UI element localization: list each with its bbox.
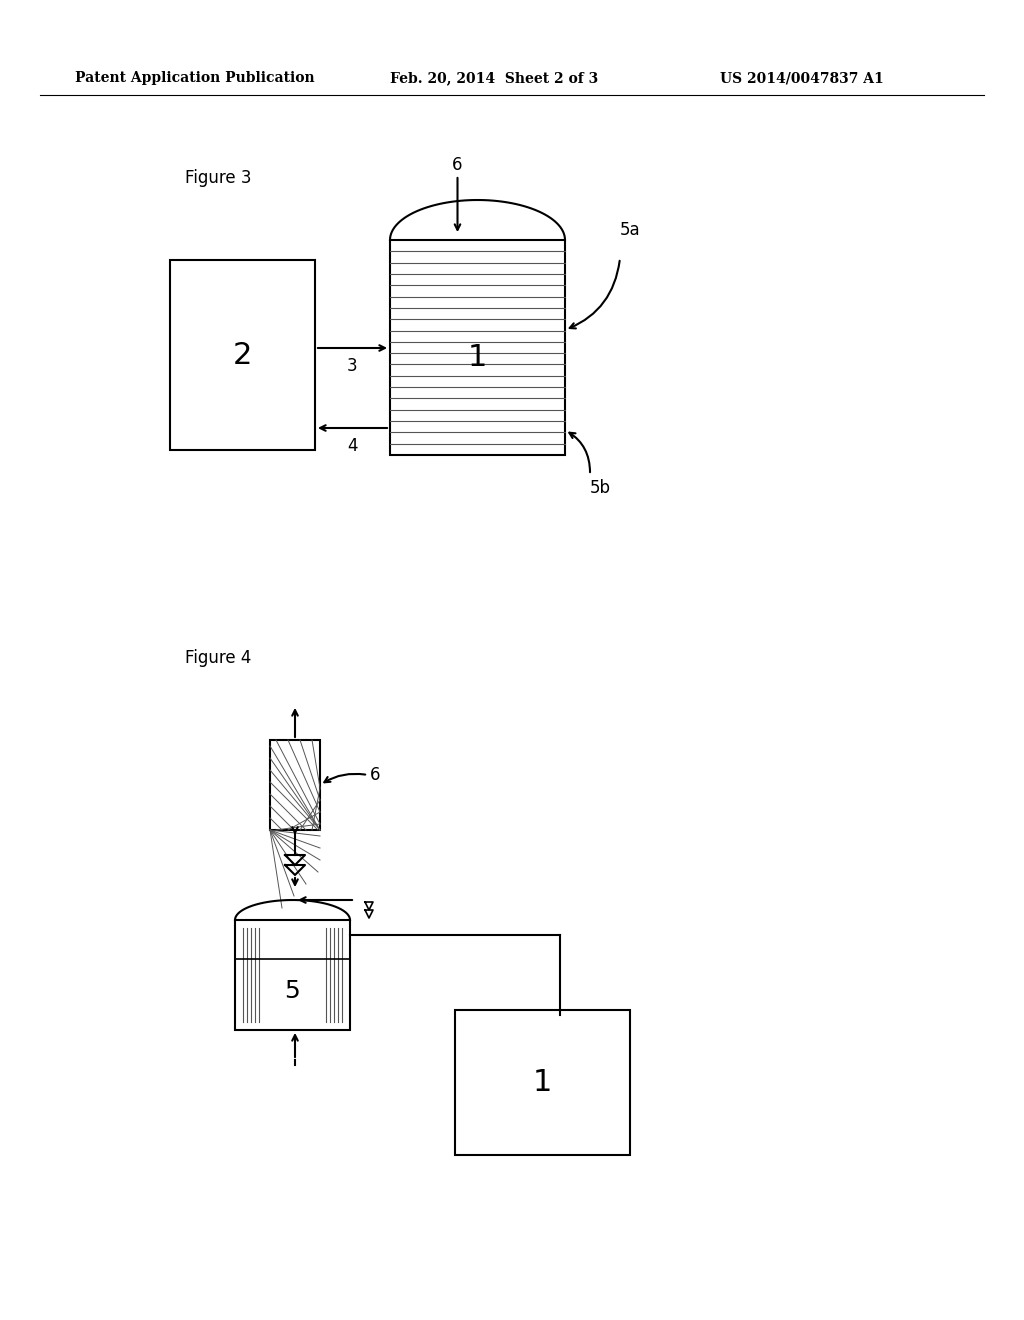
Text: 5a: 5a xyxy=(620,220,641,239)
Text: Figure 3: Figure 3 xyxy=(185,169,252,187)
Text: 5b: 5b xyxy=(590,479,611,498)
Text: 2: 2 xyxy=(232,341,252,370)
Text: US 2014/0047837 A1: US 2014/0047837 A1 xyxy=(720,71,884,84)
Text: Patent Application Publication: Patent Application Publication xyxy=(75,71,314,84)
Text: Figure 4: Figure 4 xyxy=(185,649,251,667)
Text: 6: 6 xyxy=(370,766,381,784)
Text: 4: 4 xyxy=(347,437,357,455)
Text: 3: 3 xyxy=(347,356,357,375)
Text: 5: 5 xyxy=(285,979,300,1003)
Bar xyxy=(455,1010,630,1155)
Text: 1: 1 xyxy=(468,343,487,372)
Text: 6: 6 xyxy=(453,156,463,174)
Bar xyxy=(170,260,315,450)
Bar xyxy=(390,240,565,455)
Bar xyxy=(270,741,319,830)
Bar xyxy=(234,920,350,1030)
Text: Feb. 20, 2014  Sheet 2 of 3: Feb. 20, 2014 Sheet 2 of 3 xyxy=(390,71,598,84)
Text: 1: 1 xyxy=(532,1068,552,1097)
